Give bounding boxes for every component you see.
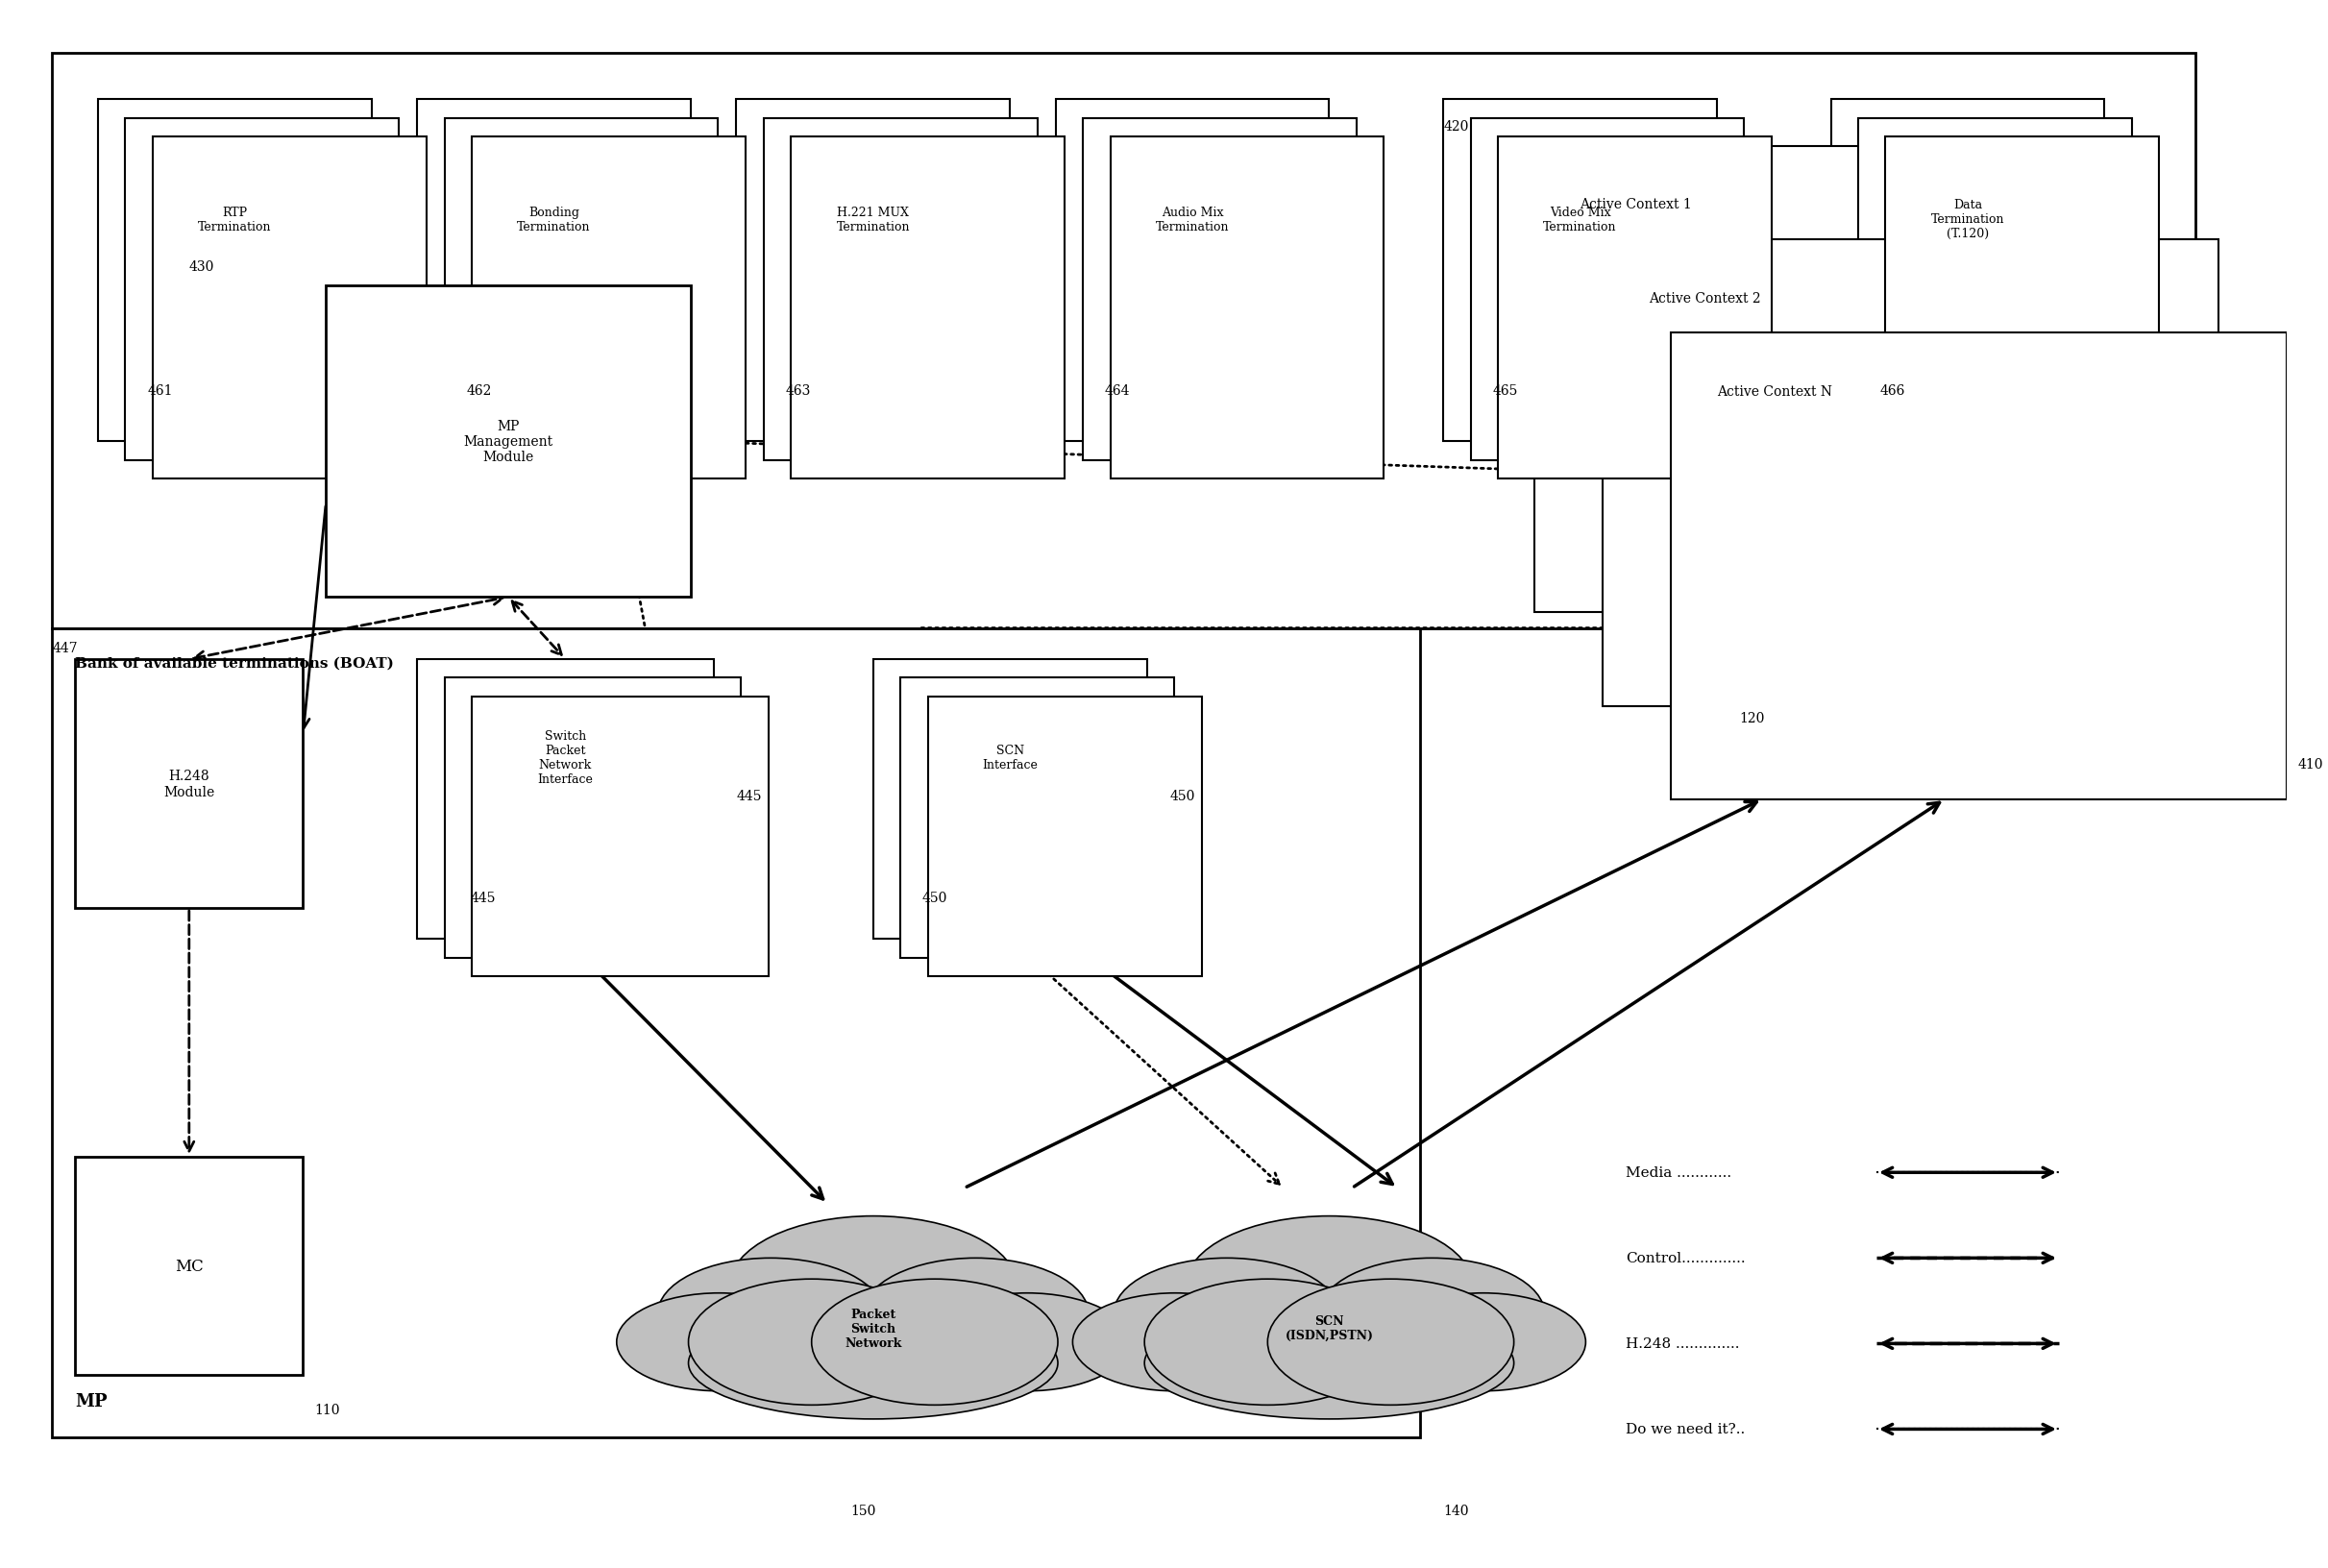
FancyBboxPatch shape — [1672, 332, 2286, 800]
Ellipse shape — [1381, 1294, 1585, 1391]
Text: RTP
Termination: RTP Termination — [198, 207, 272, 234]
Ellipse shape — [689, 1279, 936, 1405]
FancyBboxPatch shape — [51, 53, 2195, 629]
Text: 445: 445 — [470, 891, 496, 905]
FancyBboxPatch shape — [1497, 138, 1772, 480]
Ellipse shape — [1185, 1217, 1474, 1356]
FancyBboxPatch shape — [1886, 138, 2158, 480]
Text: Audio Mix
Termination: Audio Mix Termination — [1155, 207, 1229, 234]
Text: MP: MP — [74, 1392, 107, 1410]
Text: SCN
Interface: SCN Interface — [982, 745, 1038, 771]
Text: 110: 110 — [314, 1403, 340, 1416]
Text: 450: 450 — [922, 891, 947, 905]
Ellipse shape — [1145, 1308, 1513, 1419]
Ellipse shape — [659, 1258, 882, 1370]
Text: 120: 120 — [1739, 712, 1765, 724]
Text: Active Context 2: Active Context 2 — [1648, 292, 1760, 304]
FancyBboxPatch shape — [473, 138, 745, 480]
Text: Control..............: Control.............. — [1625, 1251, 1746, 1265]
Text: Media ............: Media ............ — [1625, 1167, 1732, 1179]
Ellipse shape — [617, 1294, 822, 1391]
Text: 430: 430 — [189, 260, 214, 274]
Text: 445: 445 — [736, 789, 761, 803]
Ellipse shape — [812, 1279, 1057, 1405]
Ellipse shape — [924, 1294, 1129, 1391]
FancyBboxPatch shape — [1443, 100, 1716, 442]
Text: 461: 461 — [147, 384, 172, 397]
Text: H.221 MUX
Termination: H.221 MUX Termination — [836, 207, 910, 234]
FancyBboxPatch shape — [929, 696, 1201, 977]
FancyBboxPatch shape — [126, 119, 398, 461]
Text: MP
Management
Module: MP Management Module — [463, 420, 554, 464]
Text: Bonding
Termination: Bonding Termination — [517, 207, 591, 234]
Text: Active Context 1: Active Context 1 — [1581, 198, 1692, 212]
Ellipse shape — [864, 1258, 1090, 1370]
FancyBboxPatch shape — [473, 696, 768, 977]
Text: 462: 462 — [466, 384, 491, 397]
Text: 447: 447 — [51, 641, 77, 655]
Text: H.248 ..............: H.248 .............. — [1625, 1338, 1739, 1350]
FancyBboxPatch shape — [736, 100, 1010, 442]
FancyBboxPatch shape — [1110, 138, 1383, 480]
Text: SCN
(ISDN,PSTN): SCN (ISDN,PSTN) — [1285, 1314, 1374, 1342]
Ellipse shape — [1113, 1258, 1339, 1370]
Text: H.248
Module: H.248 Module — [163, 770, 214, 798]
FancyBboxPatch shape — [1083, 119, 1357, 461]
Ellipse shape — [1073, 1294, 1278, 1391]
FancyBboxPatch shape — [417, 660, 712, 939]
FancyBboxPatch shape — [1602, 240, 2219, 706]
FancyBboxPatch shape — [445, 679, 740, 958]
FancyBboxPatch shape — [74, 1157, 303, 1375]
Ellipse shape — [729, 1217, 1017, 1356]
FancyBboxPatch shape — [98, 100, 372, 442]
Text: Do we need it?..: Do we need it?.. — [1625, 1422, 1746, 1436]
Text: MC: MC — [175, 1258, 203, 1275]
FancyBboxPatch shape — [326, 287, 691, 597]
FancyBboxPatch shape — [1055, 100, 1329, 442]
FancyBboxPatch shape — [873, 660, 1148, 939]
Ellipse shape — [1320, 1258, 1546, 1370]
Text: 466: 466 — [1881, 384, 1904, 397]
Text: Packet
Switch
Network: Packet Switch Network — [845, 1308, 901, 1348]
Text: Active Context N: Active Context N — [1716, 384, 1832, 398]
Text: Switch
Packet
Network
Interface: Switch Packet Network Interface — [538, 729, 594, 786]
Ellipse shape — [689, 1308, 1057, 1419]
Text: Bank of available terminations (BOAT): Bank of available terminations (BOAT) — [74, 657, 393, 670]
Ellipse shape — [1269, 1279, 1513, 1405]
FancyBboxPatch shape — [1471, 119, 1744, 461]
Text: 410: 410 — [2298, 757, 2323, 771]
FancyBboxPatch shape — [1858, 119, 2132, 461]
Text: 140: 140 — [1443, 1504, 1469, 1518]
FancyBboxPatch shape — [74, 660, 303, 908]
Text: 464: 464 — [1106, 384, 1131, 397]
FancyBboxPatch shape — [154, 138, 426, 480]
FancyBboxPatch shape — [1534, 146, 2151, 613]
FancyBboxPatch shape — [445, 119, 717, 461]
FancyBboxPatch shape — [51, 629, 1420, 1436]
Text: Data
Termination
(T.120): Data Termination (T.120) — [1930, 199, 2004, 240]
FancyBboxPatch shape — [792, 138, 1064, 480]
FancyBboxPatch shape — [417, 100, 691, 442]
FancyBboxPatch shape — [1830, 100, 2105, 442]
Text: 450: 450 — [1169, 789, 1194, 803]
Text: 420: 420 — [1443, 121, 1469, 133]
FancyBboxPatch shape — [901, 679, 1173, 958]
Text: Video Mix
Termination: Video Mix Termination — [1543, 207, 1616, 234]
FancyBboxPatch shape — [764, 119, 1038, 461]
Text: 150: 150 — [850, 1504, 875, 1518]
Ellipse shape — [1145, 1279, 1390, 1405]
Text: 465: 465 — [1492, 384, 1518, 397]
Text: 463: 463 — [785, 384, 810, 397]
